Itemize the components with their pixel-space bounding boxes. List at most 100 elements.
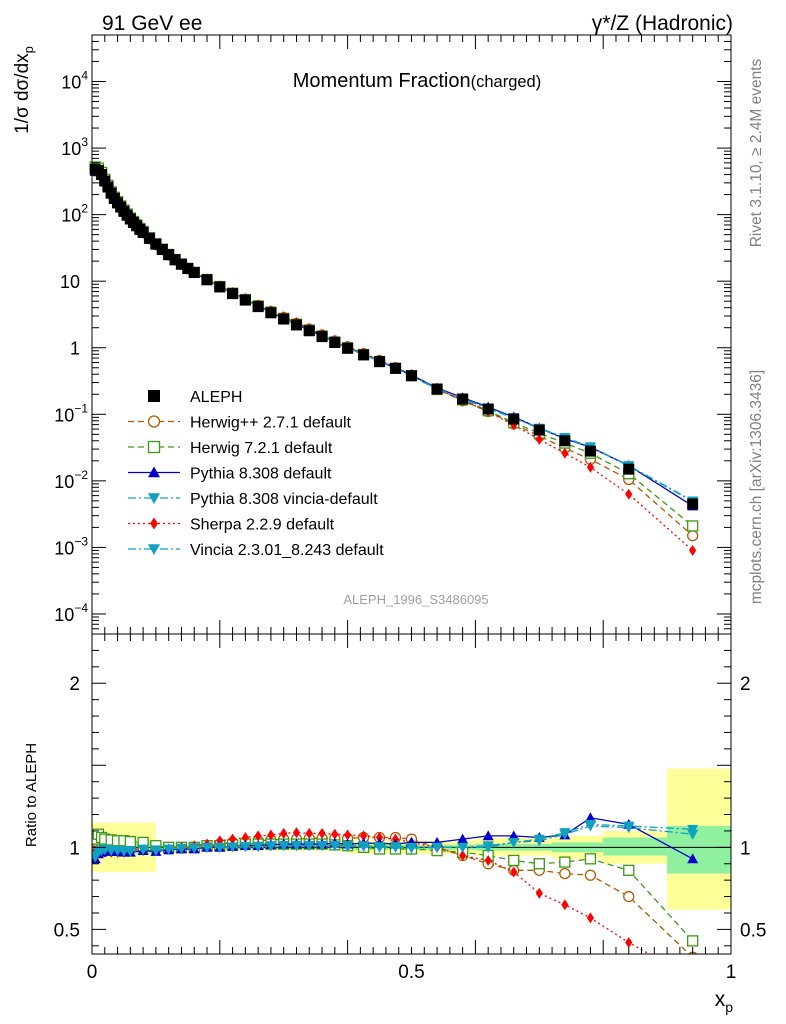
point-aleph [96,169,108,181]
ratio-point-sherpa [625,937,633,949]
ratio-point-sherpa [360,830,368,842]
ratio-point-vincia [201,842,213,853]
point-aleph [137,226,149,238]
x-tick-label: 0.5 [398,962,424,983]
header-right: γ*/Z (Hadronic) [592,12,733,35]
legend-marker-aleph [148,390,160,402]
ratio-point-vincia [227,842,239,853]
point-aleph [156,243,168,255]
point-aleph [329,336,341,348]
ratio-point-herwig7 [533,858,545,870]
y-tick-label-base: 10 [54,405,74,425]
point-aleph [431,383,443,395]
ratio-point-sherpa [241,831,249,843]
ratio-point-pythia [584,812,596,823]
ratio-panel: 0.5 0.51 12 20 0.5 1 Ratio to ALEPH xp [23,633,766,1015]
point-aleph [144,232,156,244]
point-aleph [390,362,402,374]
x-axis-label-sub: p [725,999,733,1015]
ratio-point-vincia [623,821,635,832]
series-line-sherpa [94,169,694,551]
ratio-point-vincia [303,840,315,851]
ratio-point-vincia [278,840,290,851]
point-aleph [169,254,181,266]
point-aleph [482,403,494,415]
ratio-point-vincia [252,841,264,852]
point-herwigpp [687,530,699,542]
point-aleph [457,393,469,405]
ratio-point-vincia [457,842,469,853]
ratio-point-sherpa [331,828,339,840]
ratio-point-sherpa [510,866,518,878]
ratio-point-sherpa [344,829,352,841]
legend-label-pythia_vincia: Pythia 8.308 vincia-default [190,491,378,508]
legend-entry-sherpa: Sherpa 2.2.9 default [128,517,335,534]
ratio-y-axis-label: Ratio to ALEPH [23,743,40,847]
main-y-axis-label: 1/σ dσ/dxp [12,46,36,134]
main-title-text: Momentum Fraction [293,70,471,92]
mcplots-label: mcplots.cern.ch [arXiv:1306.3436] [748,370,765,604]
point-aleph [508,413,520,425]
y-tick-label: 1 [70,339,80,359]
ratio-point-sherpa [267,829,275,841]
ratio-point-sherpa [586,912,594,924]
point-aleph [163,249,175,261]
point-aleph [278,313,290,325]
legend-entry-pythia: Pythia 8.308 default [128,466,332,483]
ratio-point-vincia [175,843,187,854]
point-aleph [687,498,699,510]
legend: ALEPH Herwig++ 2.7.1 default Herwig 7.2.1 … [128,389,384,559]
y-tick-label: 10−2 [54,468,88,492]
point-aleph [316,331,328,343]
ratio-y-tick-label-left: 2 [69,674,80,695]
ratio-point-sherpa [561,899,569,911]
ratio-point-sherpa [459,850,467,862]
point-sherpa [625,488,633,500]
main-title: Momentum Fraction(charged) [293,70,541,92]
y-tick-label: 10−4 [54,601,88,625]
ratio-point-herwig7 [559,856,571,868]
ratio-point-vincia [482,841,494,852]
y-tick-label: 102 [61,202,88,226]
ratio-point-sherpa [305,827,313,839]
point-aleph [290,319,302,331]
y-tick-label-exp: −1 [74,401,88,415]
y-tick-label-base: 10 [54,605,74,625]
series-line-herwigpp [94,167,694,537]
ratio-point-vincia [358,841,370,852]
legend-marker-pythia_vincia [148,493,160,504]
series-herwigpp [89,162,699,542]
legend-marker-pythia [148,466,160,478]
series-line-herwig7 [94,166,694,527]
y-tick-label-exp: −3 [74,534,88,548]
point-aleph [559,435,571,447]
ratio-point-vincia [137,844,149,855]
ratio-point-vincia [533,834,545,845]
legend-label-vincia: Vincia 2.3.01_8.243 default [190,542,384,559]
x-axis-label: xp [715,988,734,1015]
legend-marker-sherpa [150,517,158,530]
ratio-y-tick-label-right: 0.5 [740,920,766,941]
legend-label-aleph: ALEPH [190,389,242,406]
series-line-vincia [95,170,693,502]
ratio-point-sherpa [254,830,262,842]
watermark: ALEPH_1996_S3486095 [343,592,488,607]
ratio-frame [91,633,732,955]
ratio-point-herwigpp [559,867,571,880]
y-tick-label: 104 [61,69,88,93]
legend-label-herwig7: Herwig 7.2.1 default [190,440,333,457]
ratio-point-sherpa [375,831,384,843]
ratio-point-herwig7 [508,854,520,867]
ratio-point-sherpa [318,827,326,839]
point-aleph [201,274,213,286]
point-aleph [227,288,239,300]
ratio-point-vincia [687,824,699,835]
ratio-y-tick-label-right: 1 [740,838,751,859]
y-tick-label-base: 10 [61,139,81,159]
point-aleph [265,307,277,319]
ratio-point-sherpa [280,827,288,839]
ratio-point-vincia [163,844,175,855]
point-sherpa [586,461,594,473]
legend-entry-herwig7: Herwig 7.2.1 default [128,440,333,457]
x-axis-label-text: x [715,988,726,1011]
